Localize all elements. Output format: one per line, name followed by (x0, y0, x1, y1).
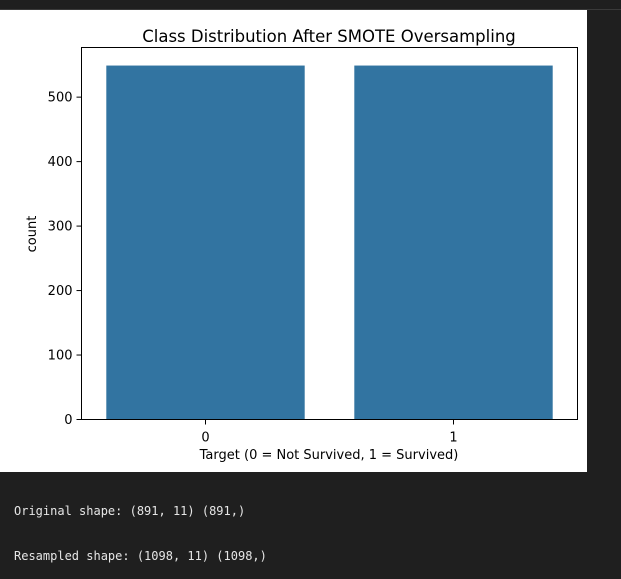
y-tick-label: 0 (64, 413, 72, 428)
y-axis-label: count (25, 216, 40, 253)
chart-figure: Class Distribution After SMOTE Oversampl… (0, 10, 587, 472)
x-tick-label: 0 (201, 431, 209, 446)
bar-1 (354, 65, 553, 420)
console-output: Original shape: (891, 11) (891,) Resampl… (14, 474, 614, 579)
y-tick-label: 500 (48, 91, 73, 106)
y-tick-label: 300 (48, 220, 73, 235)
y-tick-label: 400 (48, 155, 73, 170)
bar-0 (106, 65, 305, 420)
y-tick-label: 100 (48, 349, 73, 364)
cell-divider (0, 9, 621, 10)
plot-frame (81, 47, 578, 420)
bar-chart: Class Distribution After SMOTE Oversampl… (25, 27, 578, 463)
x-axis-label: Target (0 = Not Survived, 1 = Survived) (199, 448, 459, 463)
y-tick-label: 200 (48, 284, 73, 299)
console-line-resampled-shape: Resampled shape: (1098, 11) (1098,) (14, 549, 267, 563)
x-tick-label: 1 (449, 431, 457, 446)
chart-title: Class Distribution After SMOTE Oversampl… (142, 27, 516, 46)
